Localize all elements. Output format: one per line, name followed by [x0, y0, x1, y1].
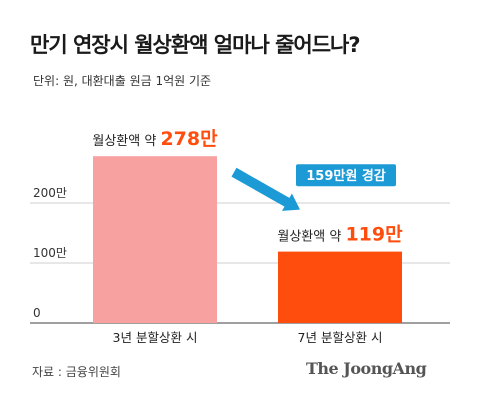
- bar-2: [278, 251, 402, 323]
- bar-1: [93, 156, 217, 323]
- x-tick-label: 3년 분할상환 시: [113, 330, 198, 345]
- y-tick-label: 0: [33, 306, 41, 320]
- y-tick-label: 100만: [33, 246, 67, 260]
- value-label-2: 월상환액 약 119만: [277, 224, 403, 246]
- unit-note: 단위: 원, 대환대출 원금 1억원 기준: [33, 74, 212, 88]
- source-note: 자료 : 금융위원회: [32, 365, 121, 379]
- reduction-label: 159만원 경감: [306, 168, 386, 184]
- value-label-1: 월상환액 약 278만: [92, 128, 218, 150]
- y-tick-label: 200만: [33, 186, 67, 200]
- x-tick-label: 7년 분할상환 시: [298, 330, 383, 345]
- brand-logo: The JoongAng: [306, 359, 427, 378]
- chart-title: 만기 연장시 월상환액 얼마나 줄어드나?: [30, 33, 361, 57]
- reduction-arrow: [231, 167, 300, 211]
- reduction-badge: [296, 164, 396, 187]
